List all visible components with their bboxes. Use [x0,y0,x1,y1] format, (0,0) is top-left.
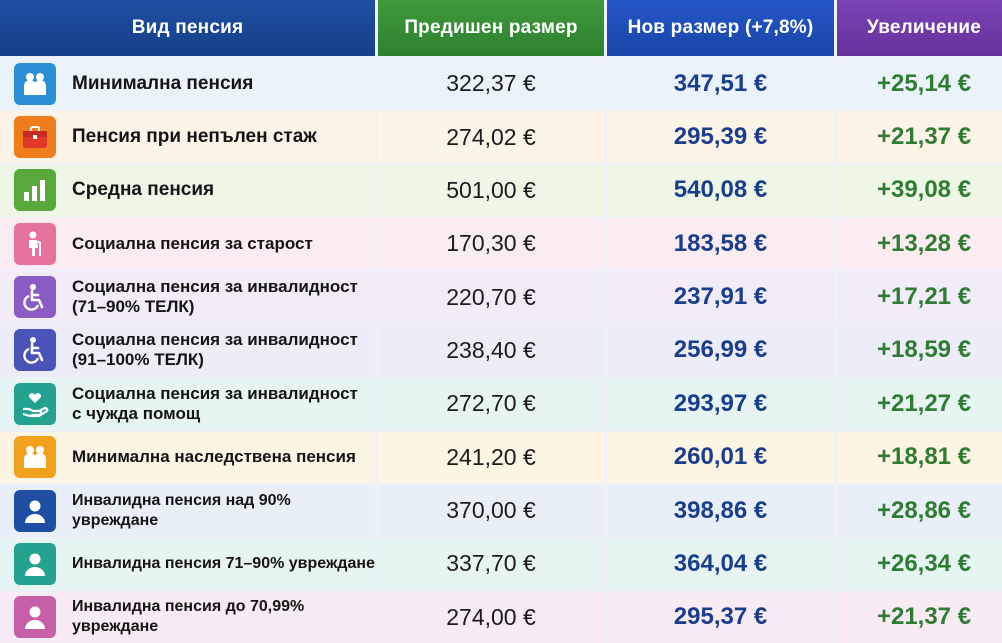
increase-amount: +21,37 € [837,111,1002,163]
increase-amount: +13,28 € [837,218,1002,270]
pension-type-label: Средна пенсия [72,179,215,201]
row-type-cell: Социална пенсия за инвалидност (91–100% … [0,324,375,377]
increase-amount: +18,81 € [837,431,1002,483]
row-type-cell: Средна пенсия [0,164,375,217]
increase-amount: +21,37 € [837,591,1002,643]
new-amount: 237,91 € [607,271,834,323]
previous-amount: 170,30 € [378,218,604,270]
new-amount: 295,39 € [607,111,834,163]
row-type-cell: Социална пенсия за инвалидност (71–90% Т… [0,271,375,323]
briefcase-icon [14,116,56,159]
row-type-cell: Пенсия при непълен стаж [0,111,375,163]
new-amount: 398,86 € [607,484,834,537]
person-icon [14,542,56,585]
row-type-cell: Инвалидна пенсия до 70,99% увреждане [0,591,375,643]
previous-amount: 501,00 € [378,164,604,217]
pension-type-label: Социална пенсия за инвалидност (91–100% … [72,330,358,370]
pension-type-label: Минимална пенсия [72,72,254,94]
increase-amount: +25,14 € [837,58,1002,110]
new-amount: 256,99 € [607,324,834,377]
header-new: Нов размер (+7,8%) [607,0,834,56]
family-icon [14,62,56,105]
previous-amount: 370,00 € [378,484,604,537]
row-type-cell: Минимална наследствена пенсия [0,431,375,483]
pension-type-label: Инвалидна пенсия до 70,99% увреждане [72,598,305,636]
elderly-icon [14,222,56,265]
previous-amount: 322,37 € [378,58,604,110]
increase-amount: +17,21 € [837,271,1002,323]
pension-type-label: Инвалидна пенсия 71–90% увреждане [72,554,375,572]
new-amount: 540,08 € [607,164,834,217]
increase-amount: +26,34 € [837,538,1002,590]
increase-amount: +28,86 € [837,484,1002,537]
previous-amount: 337,70 € [378,538,604,590]
person-icon [14,489,56,532]
row-type-cell: Инвалидна пенсия над 90% увреждане [0,484,375,537]
pension-type-label: Социална пенсия за инвалидност (71–90% Т… [72,277,358,317]
row-type-cell: Инвалидна пенсия 71–90% увреждане [0,538,375,590]
previous-amount: 274,02 € [378,111,604,163]
care-hand-icon [14,382,56,425]
previous-amount: 238,40 € [378,324,604,377]
wheelchair-icon [14,276,56,319]
pension-type-label: Социална пенсия за старост [72,233,313,253]
person-icon [14,596,56,639]
previous-amount: 272,70 € [378,378,604,430]
pension-type-label: Социална пенсия за инвалидност с чужда п… [72,383,358,423]
previous-amount: 274,00 € [378,591,604,643]
pension-type-label: Минимална наследствена пенсия [72,447,356,467]
family-icon [14,436,56,479]
pension-type-label: Инвалидна пенсия над 90% увреждане [72,491,291,529]
pension-type-label: Пенсия при непълен стаж [72,126,317,148]
wheelchair-icon [14,329,56,372]
header-increase: Увеличение [837,0,1002,56]
row-type-cell: Минимална пенсия [0,58,375,110]
header-type: Вид пенсия [0,0,375,56]
header-previous: Предишен размер [378,0,604,56]
new-amount: 260,01 € [607,431,834,483]
new-amount: 364,04 € [607,538,834,590]
new-amount: 293,97 € [607,378,834,430]
new-amount: 183,58 € [607,218,834,270]
increase-amount: +39,08 € [837,164,1002,217]
row-type-cell: Социална пенсия за инвалидност с чужда п… [0,378,375,430]
new-amount: 347,51 € [607,58,834,110]
bar-chart-icon [14,169,56,212]
increase-amount: +21,27 € [837,378,1002,430]
previous-amount: 220,70 € [378,271,604,323]
row-type-cell: Социална пенсия за старост [0,218,375,270]
previous-amount: 241,20 € [378,431,604,483]
increase-amount: +18,59 € [837,324,1002,377]
new-amount: 295,37 € [607,591,834,643]
